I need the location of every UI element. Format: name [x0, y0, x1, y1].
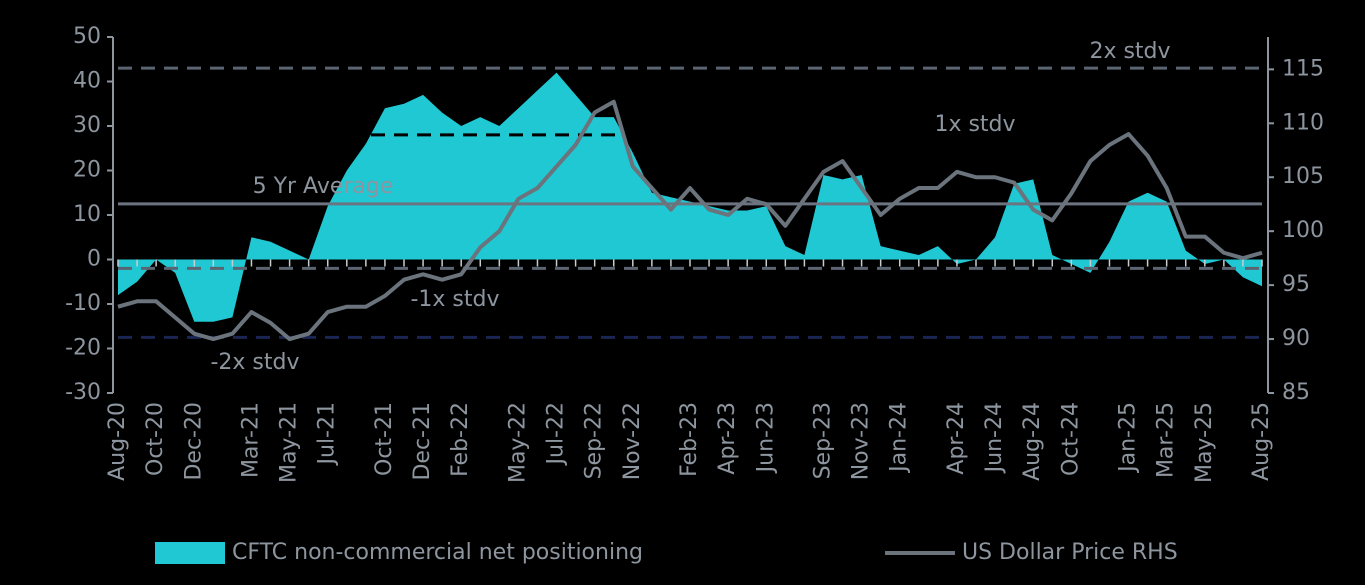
x-tick-label: Jun-24: [982, 402, 1007, 474]
x-tick-label: Apr-23: [715, 402, 740, 475]
y2-tick-label: 95: [1282, 272, 1310, 297]
x-tick-label: Apr-24: [944, 402, 969, 475]
x-tick-label: Oct-20: [143, 402, 168, 476]
legend-label: CFTC non-commercial net positioning: [232, 540, 643, 565]
x-tick-label: Aug-25: [1249, 402, 1274, 481]
reference-label: 2x stdv: [1089, 39, 1170, 64]
x-tick-label: Aug-24: [1020, 402, 1045, 481]
y2-tick-label: 100: [1282, 218, 1324, 243]
reference-label: -2x stdv: [210, 350, 299, 375]
x-tick-label: Sep-22: [582, 402, 607, 479]
x-tick-label: Nov-22: [620, 402, 645, 480]
y-tick-label: 0: [87, 247, 101, 272]
legend-swatch: [155, 542, 225, 564]
x-tick-label: May-21: [277, 402, 302, 483]
x-tick-label: Jan-24: [887, 402, 912, 474]
reference-label: 5 Yr Average: [253, 174, 394, 199]
y-tick-label: 50: [73, 24, 101, 49]
y2-tick-label: 90: [1282, 326, 1310, 351]
y2-tick-label: 105: [1282, 164, 1324, 189]
legend-item: US Dollar Price RHS: [885, 540, 1178, 565]
x-tick-label: Dec-20: [181, 402, 206, 481]
legend-item: CFTC non-commercial net positioning: [155, 540, 643, 565]
y2-tick-label: 85: [1282, 380, 1310, 405]
y-tick-label: 30: [73, 113, 101, 138]
usd-line: [117, 99, 1263, 342]
x-tick-label: Feb-23: [677, 402, 702, 477]
x-tick-label: Mar-21: [238, 402, 263, 478]
y-tick-label: 20: [73, 158, 101, 183]
x-tick-label: May-22: [505, 402, 530, 483]
x-tick-label: Jul-22: [544, 402, 569, 466]
y-tick-label: -20: [65, 336, 101, 361]
reference-label: 1x stdv: [934, 112, 1015, 137]
x-tick-label: Dec-21: [410, 402, 435, 481]
x-tick-label: Oct-21: [372, 402, 397, 476]
legend-label: US Dollar Price RHS: [962, 540, 1178, 565]
x-tick-label: May-25: [1192, 402, 1217, 483]
y-tick-label: -30: [65, 380, 101, 405]
x-tick-label: Feb-22: [448, 402, 473, 477]
x-tick-label: Aug-20: [105, 402, 130, 481]
y2-tick-label: 115: [1282, 56, 1324, 81]
y-tick-label: 10: [73, 202, 101, 227]
y2-tick-label: 110: [1282, 110, 1324, 135]
x-tick-label: Jul-21: [315, 402, 340, 466]
x-tick-label: Oct-24: [1058, 402, 1083, 476]
x-tick-label: Mar-25: [1154, 402, 1179, 478]
y-tick-label: 40: [73, 69, 101, 94]
x-tick-label: Nov-23: [849, 402, 874, 480]
y-tick-label: -10: [65, 291, 101, 316]
x-tick-label: Jun-23: [753, 402, 778, 474]
x-tick-label: Sep-23: [810, 402, 835, 479]
x-tick-label: Jan-25: [1116, 402, 1141, 474]
reference-label: -1x stdv: [410, 287, 499, 312]
